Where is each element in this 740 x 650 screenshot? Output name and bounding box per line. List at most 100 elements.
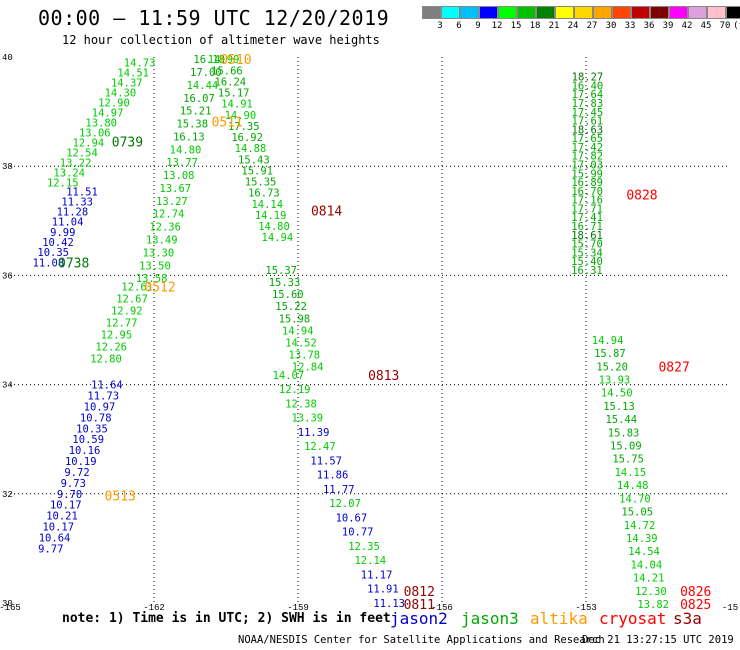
swh-value: 13.50	[139, 260, 171, 272]
swh-value: 12.07	[329, 498, 361, 510]
x-tick-label: -15	[722, 603, 738, 613]
swh-value: 12.14	[354, 555, 386, 567]
swh-value: 16.18	[193, 54, 225, 66]
pass-time-label: 0826	[680, 585, 711, 600]
swh-value: 15.37	[265, 265, 297, 277]
color-scale-tick: 27	[586, 21, 598, 31]
swh-value: 13.67	[160, 183, 192, 195]
pass-time-label: 0811	[404, 598, 435, 613]
swh-value: 17.83	[572, 98, 604, 110]
color-scale-tick: 45	[700, 21, 712, 31]
swh-color-scale	[422, 6, 740, 19]
swh-value: 17.35	[228, 121, 260, 133]
swh-value: 11.57	[310, 455, 342, 467]
swh-value: 13.77	[166, 157, 198, 169]
swh-value: 15.38	[176, 119, 208, 131]
y-tick-label: 38	[2, 162, 13, 172]
swh-value: 15.22	[275, 301, 307, 313]
swh-value: 11.08	[33, 257, 65, 269]
swh-value: 14.94	[262, 232, 294, 244]
color-scale-tick: 6	[456, 21, 462, 31]
swh-value: 17.41	[571, 212, 603, 224]
swh-value: 11.91	[367, 584, 399, 596]
axis-tick-labels: -165 -162 -159 -156 -153 -15 30 32 34 36 38 40	[0, 53, 738, 613]
color-scale-tick: 21	[548, 21, 560, 31]
pass-time-label: 0812	[404, 585, 435, 600]
swh-value: 13.27	[156, 196, 188, 208]
pass-time-label: 0512	[144, 280, 175, 295]
color-swatch	[669, 6, 688, 19]
swh-value: 12.92	[111, 305, 143, 317]
swh-value: 14.99	[208, 54, 240, 66]
swh-value: 17.65	[571, 133, 603, 145]
swh-value: 16.40	[572, 80, 604, 92]
swh-value: 17.03	[571, 160, 603, 172]
swh-value: 14.07	[273, 370, 305, 382]
x-tick-label: -165	[0, 603, 21, 613]
x-tick-label: -153	[575, 603, 597, 613]
swh-value: 14.39	[626, 533, 658, 545]
swh-value: 15.20	[596, 361, 628, 373]
swh-value: 12.54	[66, 148, 98, 160]
swh-value: 15.98	[279, 313, 311, 325]
swh-value: 13.24	[53, 168, 85, 180]
swh-value: 14.44	[187, 80, 219, 92]
footer-note: note: 1) Time is in UTC; 2) SWH is in fe…	[62, 611, 391, 626]
swh-value: 15.05	[621, 507, 653, 519]
pass-time-label: 0511	[212, 115, 243, 130]
swh-value: 17.71	[571, 203, 603, 215]
color-swatch	[612, 6, 631, 19]
swh-value: 16.13	[173, 131, 205, 143]
swh-value: 10.97	[84, 401, 116, 413]
swh-value: 11.86	[317, 470, 349, 482]
swh-value: 15.87	[594, 348, 626, 360]
swh-value: 10.35	[37, 247, 69, 259]
pass-time-label: 0814	[311, 204, 342, 219]
pass-time-label: 0827	[658, 361, 689, 376]
swh-value: 14.94	[282, 325, 314, 337]
color-swatch	[688, 6, 707, 19]
swh-value: 15.60	[272, 289, 304, 301]
y-tick-label: 36	[2, 271, 13, 281]
color-scale-tick: 30	[605, 21, 617, 31]
swh-value: 14.91	[221, 99, 253, 111]
swh-value: 13.39	[291, 413, 323, 425]
swh-value: 12.19	[279, 384, 311, 396]
swh-value: 12.36	[149, 222, 181, 234]
swh-value: 11.73	[87, 391, 119, 403]
color-swatch	[422, 6, 441, 19]
legend-item-cryosat: cryosat	[599, 609, 667, 628]
chart-subtitle: 12 hour collection of altimeter wave hei…	[62, 33, 380, 47]
color-swatch	[726, 6, 740, 19]
color-scale-tick: 9	[475, 21, 481, 31]
swh-value: 17.00	[190, 67, 222, 79]
swh-value: 12.35	[348, 541, 380, 553]
swh-value: 13.78	[288, 350, 320, 362]
swh-value: 17.61	[572, 116, 604, 128]
credit-line: NOAA/NESDIS Center for Satellite Applica…	[238, 634, 605, 646]
swh-value: 18.27	[572, 72, 604, 84]
swh-value: 9.73	[61, 478, 86, 490]
pass-time-label: 0828	[626, 189, 657, 204]
swh-value: 13.22	[60, 158, 92, 170]
color-swatch	[479, 6, 498, 19]
swh-value: 15.17	[218, 88, 250, 100]
swh-value: 10.17	[50, 500, 82, 512]
swh-value: 14.30	[105, 87, 137, 99]
swh-value: 10.16	[69, 445, 101, 457]
swh-value: 15.34	[571, 247, 603, 259]
swh-value: 16.71	[571, 221, 603, 233]
swh-value: 14.73	[124, 57, 156, 69]
swh-value: 11.51	[66, 186, 98, 198]
color-scale-tick: 33	[624, 21, 636, 31]
color-scale-tick: 12	[491, 21, 503, 31]
swh-value: 13.08	[163, 170, 195, 182]
swh-value: 16.73	[248, 188, 280, 200]
color-scale-tick: 70	[719, 21, 731, 31]
swh-value: 15.66	[211, 65, 243, 77]
swh-value: 9.70	[57, 489, 82, 501]
swh-value: 18.63	[572, 124, 604, 136]
swh-value: 12.90	[98, 98, 130, 110]
swh-value: 14.19	[255, 210, 287, 222]
swh-value: 15.21	[180, 106, 212, 118]
